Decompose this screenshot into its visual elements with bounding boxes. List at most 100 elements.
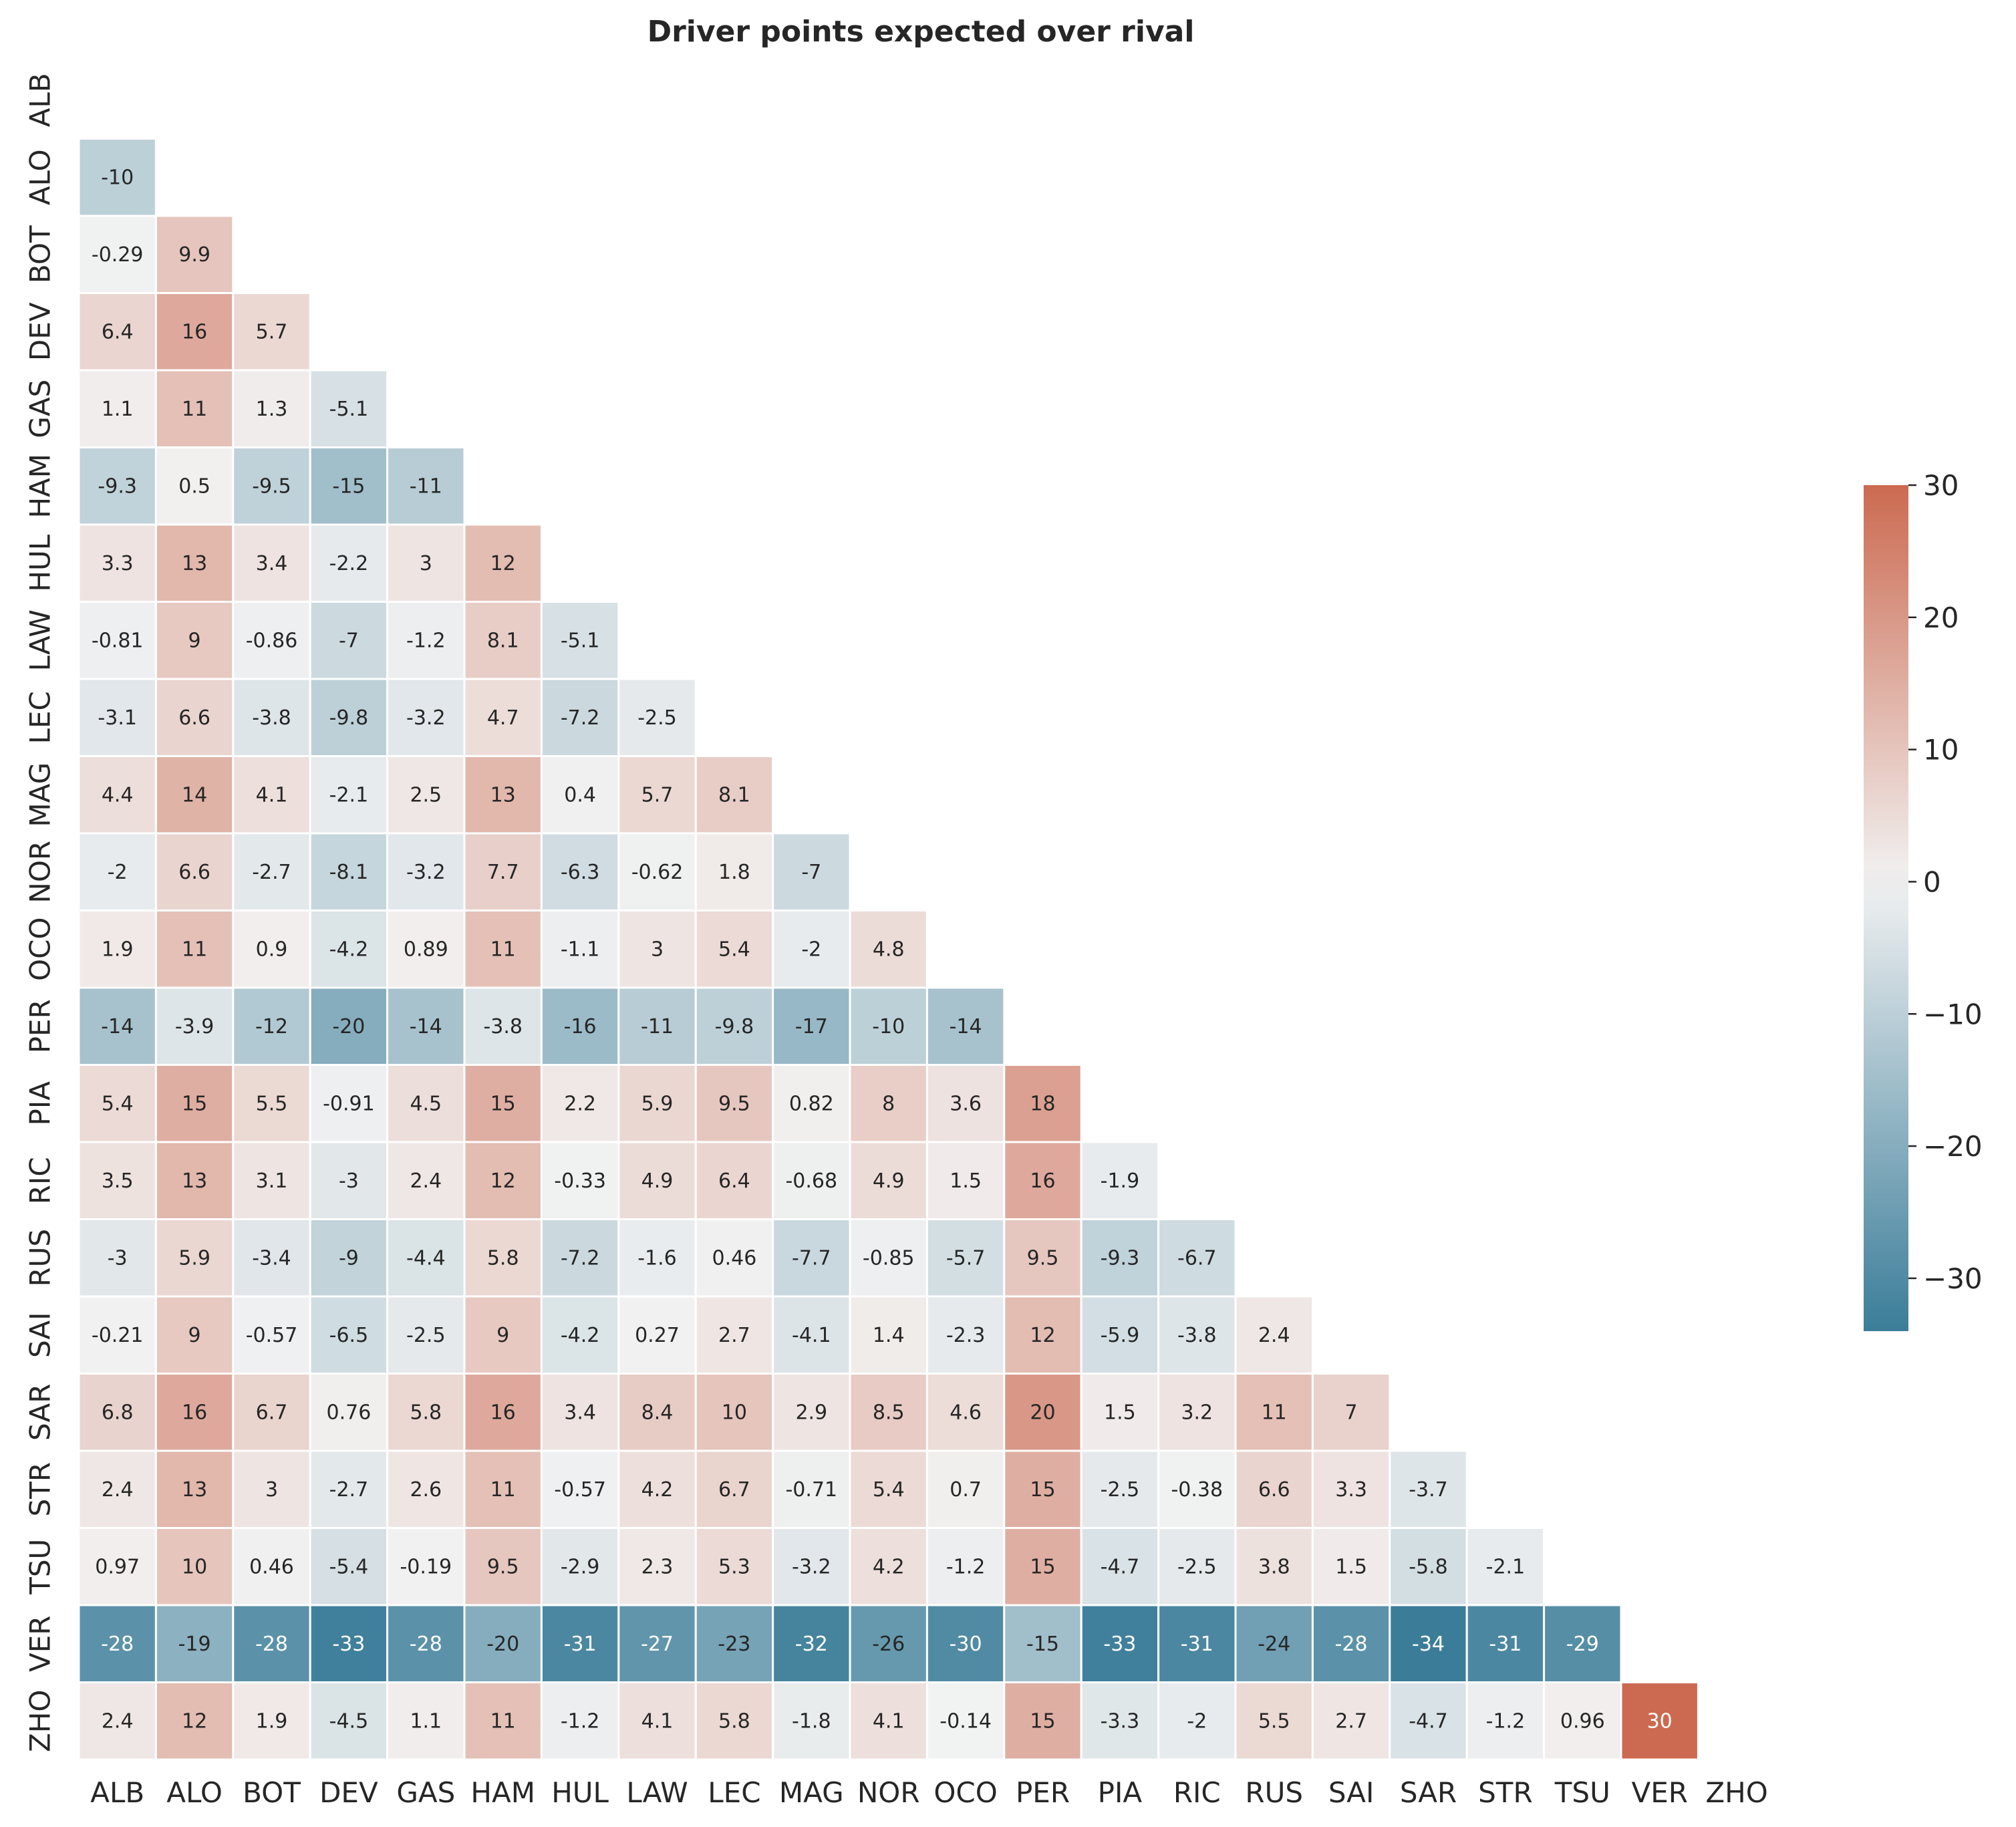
cell-label: 4.9 xyxy=(873,1169,905,1193)
x-tick-label: RUS xyxy=(1245,1776,1303,1809)
cell-label: -14 xyxy=(950,1015,982,1038)
cell-label: 0.89 xyxy=(404,938,448,961)
heatmap-cell xyxy=(1234,1681,1314,1761)
heatmap-cell xyxy=(1543,1681,1622,1761)
cell-label: 3.4 xyxy=(564,1401,596,1424)
heatmap-cell xyxy=(694,909,774,989)
x-tick-label: ALB xyxy=(90,1776,144,1809)
cell-label: -4.2 xyxy=(561,1324,600,1347)
heatmap-cell xyxy=(463,1604,543,1683)
heatmap-cell xyxy=(540,1141,620,1220)
y-tick-label: LEC xyxy=(24,691,57,744)
cell-label: 6.6 xyxy=(1258,1478,1290,1502)
cell-label: -3.2 xyxy=(792,1555,831,1578)
heatmap-cell xyxy=(1003,1373,1083,1452)
y-tick-label: LAW xyxy=(24,609,57,671)
x-tick-label: NOR xyxy=(857,1776,920,1809)
heatmap-cell xyxy=(849,1373,928,1452)
cell-label: -3.2 xyxy=(406,861,446,884)
cell-label: 0.96 xyxy=(1560,1709,1605,1733)
cell-label: -10 xyxy=(101,166,134,189)
heatmap-cell xyxy=(772,832,851,911)
heatmap-cell xyxy=(309,1681,389,1761)
x-tick-label: SAR xyxy=(1400,1776,1457,1809)
heatmap-cell xyxy=(154,1449,235,1529)
heatmap-cell xyxy=(232,1064,311,1143)
heatmap-cell xyxy=(463,1295,543,1375)
cell-label: -17 xyxy=(795,1015,828,1038)
heatmap-cell xyxy=(78,755,157,835)
heatmap-cell xyxy=(309,523,389,603)
x-tick-label: HAM xyxy=(470,1776,535,1809)
cell-label: -19 xyxy=(178,1633,211,1656)
cell-label: -0.71 xyxy=(785,1478,837,1502)
heatmap-cell xyxy=(540,1064,620,1143)
x-tick-label: PIA xyxy=(1098,1776,1143,1809)
cell-label: 4.1 xyxy=(641,1709,674,1733)
cell-label: -2.5 xyxy=(1101,1478,1140,1502)
heatmap-cell xyxy=(386,1141,466,1220)
cell-label: 1.1 xyxy=(410,1709,442,1733)
cell-label: 4.1 xyxy=(873,1709,905,1733)
cell-label: -6.5 xyxy=(329,1324,369,1347)
cell-label: -20 xyxy=(486,1633,519,1656)
colorbar: 30 20 10 0 −10 −20 −30 xyxy=(1864,469,1983,1331)
cell-label: -4.1 xyxy=(792,1324,831,1347)
heatmap-cell xyxy=(1389,1604,1468,1683)
cell-label: 11 xyxy=(490,1709,516,1733)
heatmap-cell xyxy=(1003,1064,1083,1143)
heatmap-cell xyxy=(78,1681,157,1761)
heatmap-cell xyxy=(925,1141,1006,1220)
cell-label: -2 xyxy=(1187,1709,1207,1733)
cell-label: 9.5 xyxy=(487,1555,519,1578)
cell-label: -2 xyxy=(108,861,128,884)
y-tick-label: PIA xyxy=(24,1081,57,1126)
heatmap-cell xyxy=(1389,1681,1468,1761)
cell-label: 15 xyxy=(182,1092,207,1115)
cell-label: 16 xyxy=(490,1401,516,1424)
heatmap-cell xyxy=(540,1295,620,1375)
y-tick-label: VER xyxy=(24,1616,57,1672)
cell-label: 12 xyxy=(490,552,516,575)
cell-label: -4.5 xyxy=(329,1709,369,1733)
heatmap-cell xyxy=(925,986,1006,1066)
cell-label: 16 xyxy=(1030,1169,1055,1193)
heatmap-cell xyxy=(154,446,235,526)
cell-label: -2.5 xyxy=(1177,1555,1217,1578)
cell-label: -3.8 xyxy=(252,706,291,730)
heatmap-cell xyxy=(386,1218,466,1298)
cell-label: 5.4 xyxy=(718,938,750,961)
cell-label: 12 xyxy=(182,1709,207,1733)
cell-label: 5.4 xyxy=(873,1478,905,1502)
heatmap-cell xyxy=(849,1681,928,1761)
cell-label: 5.8 xyxy=(487,1246,519,1270)
cell-label: -31 xyxy=(1181,1633,1213,1656)
heatmap-cell xyxy=(1389,1527,1468,1606)
cell-label: 2.2 xyxy=(564,1092,596,1115)
heatmap-cell xyxy=(617,678,697,757)
heatmap-cell xyxy=(386,1527,466,1606)
cell-label: 0.82 xyxy=(789,1092,834,1115)
cell-label: 0.5 xyxy=(178,474,210,498)
heatmap-cell xyxy=(617,1295,697,1375)
cell-label: 1.5 xyxy=(1104,1401,1136,1424)
cell-label: 8.5 xyxy=(873,1401,905,1424)
cell-label: -9.3 xyxy=(98,474,137,498)
cell-label: 6.7 xyxy=(718,1478,750,1502)
cell-label: 8 xyxy=(882,1092,895,1115)
cell-label: 6.7 xyxy=(256,1401,288,1424)
cell-label: 4.2 xyxy=(873,1555,905,1578)
cell-label: -4.2 xyxy=(329,938,369,961)
heatmap-cell xyxy=(617,832,697,911)
colorbar-tick-label: −10 xyxy=(1923,998,1983,1030)
cell-label: 8.1 xyxy=(718,783,750,807)
heatmap-cell xyxy=(694,755,774,835)
cell-label: 9.5 xyxy=(1027,1246,1059,1270)
x-tick-label: SAI xyxy=(1328,1776,1375,1809)
heatmap-cell xyxy=(78,832,157,911)
heatmap-cell xyxy=(772,1218,851,1298)
cell-label: 2.9 xyxy=(795,1401,827,1424)
cell-label: 15 xyxy=(1030,1478,1055,1502)
heatmap-cell xyxy=(849,986,928,1066)
cell-label: -3.4 xyxy=(252,1246,291,1270)
